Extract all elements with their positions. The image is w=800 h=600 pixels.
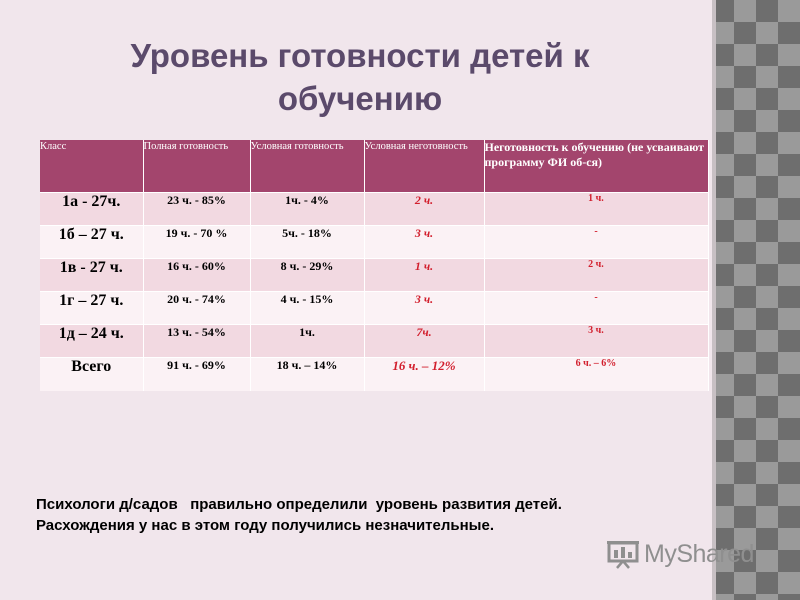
readiness-table: Класс Полная готовность Условная готовно… xyxy=(40,140,709,391)
table-row: 1б – 27 ч. 19 ч. - 70 % 5ч. - 18% 3 ч. - xyxy=(40,224,709,258)
table-row: 1в - 27 ч. 16 ч. - 60% 8 ч. - 29% 1 ч. 2… xyxy=(40,257,709,291)
cell-conditional-unready: 1 ч. xyxy=(364,257,485,291)
cell-class: 1а - 27ч. xyxy=(40,191,144,225)
header-class: Класс xyxy=(40,140,144,192)
table-row: 1г – 27 ч. 20 ч. - 74% 4 ч. - 15% 3 ч. - xyxy=(40,290,709,324)
cell-full: 91 ч. - 69% xyxy=(143,356,251,391)
conclusion-line-1: Психологи д/садов правильно определили у… xyxy=(36,496,562,513)
cell-conditional: 1ч. xyxy=(250,323,365,357)
header-unreadiness: Неготовность к обучению (не усваивают пр… xyxy=(484,140,709,192)
table-row-total: Всего 91 ч. - 69% 18 ч. – 14% 16 ч. – 12… xyxy=(40,356,709,391)
cell-full: 23 ч. - 85% xyxy=(143,191,251,225)
cell-full: 20 ч. - 74% xyxy=(143,290,251,324)
cell-full: 16 ч. - 60% xyxy=(143,257,251,291)
cell-conditional-unready: 16 ч. – 12% xyxy=(364,356,485,391)
conclusion-line-2: Расхождения у нас в этом году получились… xyxy=(36,517,494,534)
cell-unready: 3 ч. xyxy=(484,323,709,357)
cell-conditional: 18 ч. – 14% xyxy=(250,356,365,391)
cell-class: 1д – 24 ч. xyxy=(40,323,144,357)
header-conditional-readiness: Условная готовность xyxy=(250,140,365,192)
table-row: 1д – 24 ч. 13 ч. - 54% 1ч. 7ч. 3 ч. xyxy=(40,323,709,357)
table-row: 1а - 27ч. 23 ч. - 85% 1ч. - 4% 2 ч. 1 ч. xyxy=(40,191,709,225)
decorative-pattern-strip xyxy=(712,0,800,600)
cell-conditional: 1ч. - 4% xyxy=(250,191,365,225)
cell-unready: 1 ч. xyxy=(484,191,709,225)
presentation-board-icon xyxy=(607,541,639,569)
cell-class: 1б – 27 ч. xyxy=(40,224,144,258)
cell-conditional: 4 ч. - 15% xyxy=(250,290,365,324)
slide-title: Уровень готовности детей к обучению xyxy=(130,37,590,117)
cell-conditional-unready: 7ч. xyxy=(364,323,485,357)
cell-full: 19 ч. - 70 % xyxy=(143,224,251,258)
cell-unready: - xyxy=(484,224,709,258)
cell-full: 13 ч. - 54% xyxy=(143,323,251,357)
header-conditional-unreadiness: Условная неготовность xyxy=(364,140,485,192)
cell-conditional-unready: 3 ч. xyxy=(364,290,485,324)
myshared-logo: MyShared xyxy=(606,538,754,570)
header-full-readiness: Полная готовность xyxy=(143,140,251,192)
cell-conditional-unready: 3 ч. xyxy=(364,224,485,258)
cell-conditional-unready: 2 ч. xyxy=(364,191,485,225)
cell-conditional: 5ч. - 18% xyxy=(250,224,365,258)
conclusion-text: Психологи д/садов правильно определили у… xyxy=(36,494,716,536)
cell-class: Всего xyxy=(40,356,144,391)
cell-class: 1в - 27 ч. xyxy=(40,257,144,291)
cell-unready: 6 ч. – 6% xyxy=(484,356,709,391)
logo-text: MyShared xyxy=(644,539,754,568)
table-header-row: Класс Полная готовность Условная готовно… xyxy=(40,140,709,192)
cell-conditional: 8 ч. - 29% xyxy=(250,257,365,291)
cell-unready: 2 ч. xyxy=(484,257,709,291)
cell-unready: - xyxy=(484,290,709,324)
cell-class: 1г – 27 ч. xyxy=(40,290,144,324)
